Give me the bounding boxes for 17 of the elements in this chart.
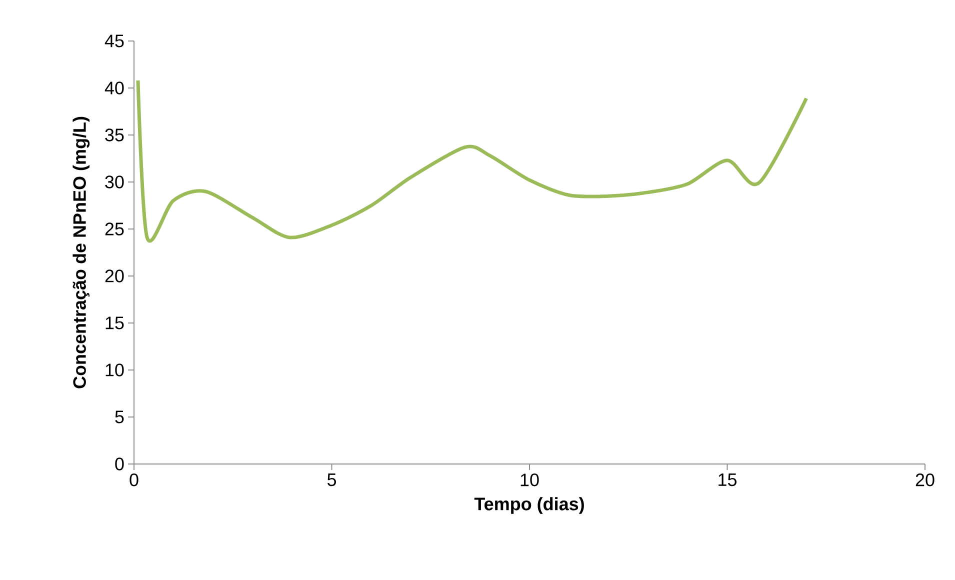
- x-tick-label: 20: [916, 474, 934, 486]
- x-axis-title: Tempo (dias): [474, 497, 584, 514]
- x-tick-label: 5: [327, 474, 336, 486]
- y-tick-label: 15: [106, 316, 124, 330]
- y-tick-label: 25: [105, 222, 124, 236]
- x-tick-label: 15: [718, 474, 736, 486]
- x-tick-label: 0: [130, 474, 138, 486]
- y-tick-label: 20: [105, 270, 124, 282]
- y-axis-title: Concentração de NPnEO (mg/L): [72, 116, 90, 388]
- y-tick-label: 30: [105, 176, 124, 188]
- y-tick-label: 5: [115, 410, 124, 424]
- y-tick-label: 35: [105, 128, 124, 142]
- y-tick-label: 0: [115, 458, 124, 470]
- y-tick-label: 45: [104, 34, 124, 48]
- x-tick-label: 10: [520, 474, 539, 486]
- y-tick-label: 10: [106, 364, 124, 376]
- y-tick-label: 40: [104, 82, 124, 94]
